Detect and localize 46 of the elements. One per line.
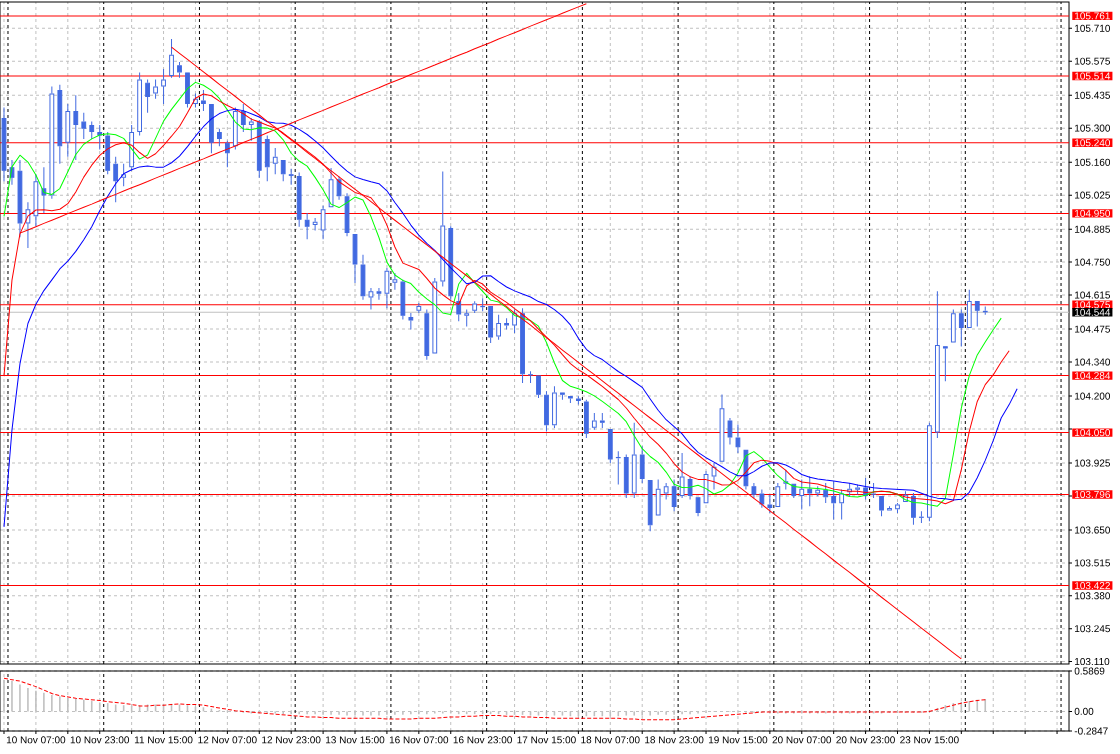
y-tick-label: 105.575 bbox=[1075, 57, 1110, 65]
ref-line-label: 105.761 bbox=[1075, 12, 1110, 20]
ref-line-label: 104.050 bbox=[1075, 429, 1111, 437]
y-tick-label: 103.110 bbox=[1075, 658, 1110, 666]
x-tick-label: 13 Nov 15:00 bbox=[326, 736, 385, 744]
y-tick-label: -0.2847 bbox=[1074, 727, 1108, 735]
ref-line-label: 103.796 bbox=[1075, 490, 1110, 499]
y-tick-label: 105.435 bbox=[1075, 91, 1110, 99]
ref-line-label: 104.284 bbox=[1075, 372, 1111, 380]
y-tick-label: 0.00 bbox=[1074, 707, 1094, 715]
y-tick-label: 104.750 bbox=[1075, 258, 1111, 266]
y-tick-label: 104.885 bbox=[1075, 225, 1110, 233]
ref-line-label: 103.422 bbox=[1075, 582, 1110, 590]
x-tick-label: 20 Nov 07:00 bbox=[772, 736, 832, 744]
y-tick-label: 104.340 bbox=[1075, 358, 1111, 366]
ref-line-label: 104.575 bbox=[1075, 301, 1110, 309]
x-tick-label: 10 Nov 23:00 bbox=[70, 736, 130, 744]
y-tick-label: 104.200 bbox=[1075, 392, 1111, 400]
y-tick-label: 105.025 bbox=[1075, 191, 1110, 199]
y-tick-label: 105.710 bbox=[1075, 24, 1111, 32]
x-tick-label: 17 Nov 15:00 bbox=[517, 736, 576, 744]
x-tick-label: 16 Nov 23:00 bbox=[453, 736, 512, 744]
x-tick-label: 10 Nov 07:00 bbox=[6, 736, 66, 744]
y-tick-label: 104.615 bbox=[1075, 291, 1110, 299]
x-tick-label: 20 Nov 23:00 bbox=[836, 736, 895, 744]
ref-line-label: 104.950 bbox=[1075, 209, 1111, 217]
x-tick-label: 18 Nov 07:00 bbox=[581, 736, 640, 744]
ref-line-label: 105.514 bbox=[1075, 72, 1111, 80]
ref-line-label: 105.240 bbox=[1075, 139, 1111, 147]
y-tick-label: 0.5869 bbox=[1074, 667, 1105, 675]
y-tick-label: 105.300 bbox=[1075, 124, 1111, 132]
x-tick-label: 23 Nov 15:00 bbox=[900, 736, 959, 744]
y-tick-label: 103.245 bbox=[1075, 625, 1110, 633]
x-tick-label: 12 Nov 23:00 bbox=[262, 736, 321, 744]
y-tick-label: 103.380 bbox=[1075, 592, 1111, 600]
y-tick-label: 103.650 bbox=[1075, 526, 1111, 534]
x-tick-label: 11 Nov 15:00 bbox=[134, 736, 193, 744]
y-tick-label: 104.475 bbox=[1075, 325, 1110, 333]
ref-line-label: 104.544 bbox=[1075, 308, 1111, 316]
y-tick-label: 105.160 bbox=[1075, 158, 1111, 166]
y-tick-label: 103.925 bbox=[1075, 459, 1110, 467]
x-tick-label: 16 Nov 07:00 bbox=[389, 736, 449, 744]
x-tick-label: 18 Nov 23:00 bbox=[645, 736, 704, 744]
x-tick-label: 12 Nov 07:00 bbox=[198, 736, 257, 744]
y-tick-label: 103.515 bbox=[1075, 559, 1110, 567]
x-tick-label: 19 Nov 15:00 bbox=[708, 736, 768, 744]
